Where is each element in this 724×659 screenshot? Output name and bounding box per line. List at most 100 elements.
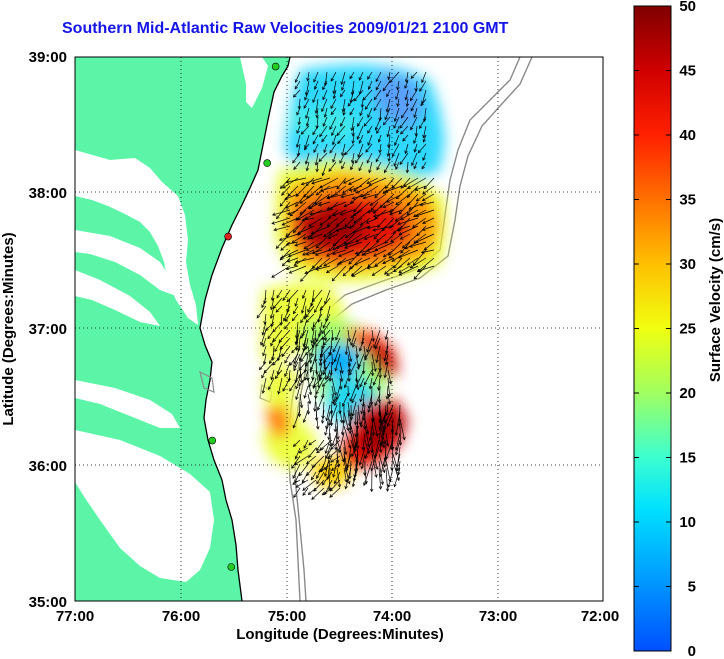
velocity-vector bbox=[354, 425, 359, 452]
velocity-vector-head bbox=[282, 297, 286, 302]
velocity-vector bbox=[279, 249, 291, 261]
velocity-vector bbox=[286, 241, 299, 245]
velocity-vector bbox=[299, 201, 315, 215]
velocity-vector bbox=[305, 345, 315, 356]
velocity-vector bbox=[422, 185, 435, 195]
velocity-vector-head bbox=[414, 239, 419, 244]
velocity-vector bbox=[295, 329, 299, 345]
velocity-vector bbox=[301, 471, 309, 483]
velocity-vector bbox=[383, 116, 391, 126]
velocity-vector bbox=[347, 369, 350, 382]
velocity-vector bbox=[421, 89, 427, 104]
velocity-vector bbox=[352, 401, 357, 417]
velocity-vector-head bbox=[304, 270, 309, 275]
velocity-vector-head bbox=[347, 480, 351, 485]
velocity-vector-head bbox=[374, 263, 379, 267]
velocity-vector-head bbox=[331, 277, 336, 282]
velocity-vector-head bbox=[319, 188, 324, 192]
colorbar-tick-label: 5 bbox=[688, 579, 696, 596]
velocity-vector-head bbox=[396, 228, 400, 232]
velocity-vector bbox=[378, 432, 382, 453]
velocity-vector bbox=[326, 265, 339, 273]
velocity-vector bbox=[349, 385, 357, 402]
velocity-vector-head bbox=[384, 240, 389, 244]
velocity-vector bbox=[361, 453, 366, 469]
velocity-vector-head bbox=[383, 169, 388, 174]
velocity-vector bbox=[331, 393, 334, 404]
velocity-vector bbox=[322, 409, 325, 424]
velocity-vector bbox=[371, 446, 378, 470]
velocity-vector bbox=[312, 134, 319, 144]
velocity-vector-head bbox=[413, 276, 418, 280]
velocity-vector-head bbox=[363, 236, 368, 240]
velocity-vector bbox=[324, 71, 328, 86]
velocity-vector-head bbox=[413, 214, 417, 218]
velocity-vector bbox=[422, 217, 435, 224]
velocity-vector-head bbox=[344, 351, 349, 356]
velocity-vector bbox=[393, 257, 403, 269]
velocity-vector-head bbox=[333, 428, 338, 433]
velocity-vector-head bbox=[388, 381, 393, 385]
velocity-vector bbox=[321, 471, 333, 486]
velocity-vector bbox=[395, 439, 401, 455]
velocity-vector-head bbox=[285, 318, 289, 322]
velocity-vector-head bbox=[416, 232, 421, 237]
velocity-vector bbox=[343, 411, 349, 431]
velocity-vector bbox=[343, 425, 351, 448]
velocity-vector bbox=[342, 265, 355, 277]
velocity-vector bbox=[411, 152, 418, 166]
velocity-vector-head bbox=[316, 449, 320, 454]
velocity-vector bbox=[385, 460, 391, 482]
velocity-vector-head bbox=[416, 268, 421, 273]
velocity-vector bbox=[294, 241, 307, 246]
velocity-vector-head bbox=[274, 348, 278, 353]
velocity-vector bbox=[292, 479, 301, 485]
velocity-vector bbox=[318, 463, 333, 473]
velocity-vector bbox=[389, 71, 400, 83]
velocity-vector-head bbox=[297, 105, 302, 110]
velocity-vector bbox=[295, 193, 307, 207]
velocity-vector-head bbox=[356, 136, 360, 140]
velocity-vector bbox=[287, 297, 291, 313]
velocity-vector bbox=[304, 385, 309, 399]
velocity-vector bbox=[423, 125, 427, 138]
velocity-vector bbox=[356, 185, 371, 194]
velocity-vector-head bbox=[370, 372, 375, 377]
velocity-vector bbox=[332, 460, 338, 478]
velocity-vector bbox=[318, 361, 323, 378]
velocity-vector bbox=[347, 409, 351, 426]
velocity-vector bbox=[335, 425, 338, 450]
velocity-vector bbox=[344, 377, 349, 388]
velocity-vector bbox=[352, 225, 371, 234]
velocity-vector bbox=[308, 217, 323, 227]
velocity-vector-head bbox=[352, 230, 356, 234]
velocity-vector-head bbox=[316, 426, 320, 430]
velocity-vector-head bbox=[271, 212, 276, 216]
velocity-vector bbox=[300, 353, 307, 362]
velocity-vector-head bbox=[393, 268, 397, 273]
velocity-vector-head bbox=[386, 272, 390, 276]
velocity-vector-head bbox=[382, 121, 387, 126]
velocity-vector-head bbox=[333, 392, 338, 396]
velocity-vector bbox=[343, 439, 347, 455]
velocity-vector bbox=[324, 107, 328, 118]
velocity-vector bbox=[301, 297, 307, 314]
velocity-vector bbox=[416, 193, 427, 202]
velocity-vector-head bbox=[422, 138, 426, 143]
velocity-vector-head bbox=[358, 347, 363, 352]
velocity-vector bbox=[281, 249, 299, 259]
velocity-vector bbox=[338, 249, 355, 257]
velocity-vector-head bbox=[390, 429, 395, 434]
velocity-vector bbox=[395, 453, 401, 472]
velocity-vector bbox=[276, 201, 291, 219]
velocity-vector bbox=[391, 446, 394, 471]
velocity-vector-head bbox=[398, 210, 403, 215]
velocity-vector-head bbox=[360, 194, 365, 198]
velocity-vector bbox=[349, 418, 352, 434]
velocity-vector bbox=[273, 225, 291, 231]
velocity-vector bbox=[294, 297, 299, 307]
velocity-vector-head bbox=[364, 357, 368, 361]
velocity-vector bbox=[407, 185, 419, 198]
velocity-vector-head bbox=[405, 169, 410, 174]
velocity-vector-head bbox=[350, 342, 354, 346]
